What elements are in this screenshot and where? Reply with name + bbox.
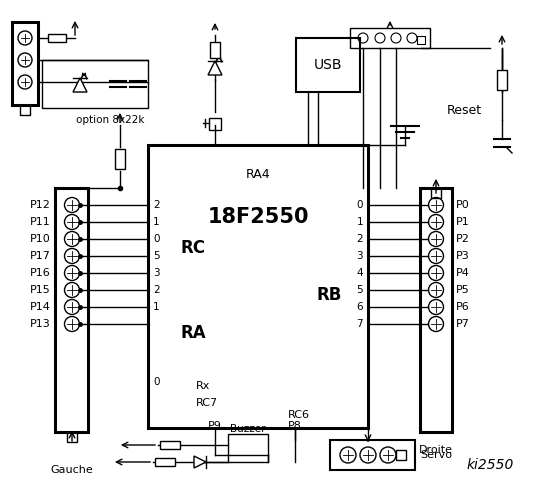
Text: Droite: Droite — [419, 445, 453, 455]
Bar — [160, 441, 180, 449]
Text: 18F2550: 18F2550 — [207, 207, 309, 227]
Text: P2: P2 — [456, 234, 470, 244]
Bar — [155, 458, 175, 466]
Bar — [417, 36, 425, 44]
Text: RC6: RC6 — [288, 410, 310, 420]
Text: Rx: Rx — [196, 381, 210, 391]
Text: Reset: Reset — [447, 104, 482, 117]
Text: P7: P7 — [456, 319, 470, 329]
Bar — [296, 38, 360, 92]
Bar — [42, 60, 148, 108]
Text: 1: 1 — [153, 302, 160, 312]
Text: 1: 1 — [153, 217, 160, 227]
Text: 2: 2 — [356, 234, 363, 244]
Bar — [148, 145, 368, 428]
Bar — [330, 440, 415, 470]
Text: 1: 1 — [356, 217, 363, 227]
Text: P13: P13 — [30, 319, 51, 329]
Text: P10: P10 — [30, 234, 51, 244]
Text: P14: P14 — [30, 302, 51, 312]
Bar — [431, 188, 441, 198]
Text: USB: USB — [314, 58, 342, 72]
Bar — [228, 434, 268, 462]
Text: P3: P3 — [456, 251, 469, 261]
Text: P9: P9 — [208, 421, 222, 431]
Bar — [12, 22, 38, 105]
Text: option 8x22k: option 8x22k — [76, 115, 144, 125]
Text: 5: 5 — [356, 285, 363, 295]
Text: RC: RC — [180, 239, 205, 257]
Polygon shape — [208, 61, 222, 75]
Bar — [48, 34, 66, 42]
Bar — [20, 105, 30, 115]
Text: RA: RA — [180, 324, 206, 342]
Text: 2: 2 — [153, 285, 160, 295]
Text: P6: P6 — [456, 302, 469, 312]
Bar — [67, 432, 77, 442]
Text: 0: 0 — [357, 200, 363, 210]
Text: 6: 6 — [356, 302, 363, 312]
Text: P17: P17 — [30, 251, 51, 261]
Bar — [55, 188, 88, 432]
Text: 0: 0 — [153, 377, 159, 387]
Text: Servo: Servo — [420, 450, 452, 460]
Text: 3: 3 — [153, 268, 160, 278]
Bar — [115, 149, 125, 169]
Text: P5: P5 — [456, 285, 469, 295]
Text: P8: P8 — [288, 421, 302, 431]
Text: 7: 7 — [356, 319, 363, 329]
Text: P15: P15 — [30, 285, 51, 295]
Bar — [210, 42, 220, 58]
Text: P12: P12 — [30, 200, 51, 210]
Text: 3: 3 — [356, 251, 363, 261]
Bar — [350, 28, 430, 48]
Text: ki2550: ki2550 — [466, 458, 514, 472]
Text: P16: P16 — [30, 268, 51, 278]
Text: Buzzer: Buzzer — [230, 424, 266, 434]
Bar — [497, 70, 507, 90]
Text: 2: 2 — [153, 200, 160, 210]
Bar — [209, 118, 221, 130]
Text: 5: 5 — [153, 251, 160, 261]
Text: 0: 0 — [153, 234, 159, 244]
Bar — [420, 188, 452, 432]
Text: RB: RB — [316, 286, 341, 304]
Polygon shape — [73, 78, 87, 92]
Text: 4: 4 — [356, 268, 363, 278]
Text: P11: P11 — [30, 217, 51, 227]
Text: Gauche: Gauche — [51, 465, 93, 475]
Text: RA4: RA4 — [246, 168, 270, 181]
Text: P0: P0 — [456, 200, 469, 210]
Bar — [396, 450, 406, 460]
Text: P4: P4 — [456, 268, 470, 278]
Polygon shape — [194, 456, 206, 468]
Text: P1: P1 — [456, 217, 469, 227]
Text: RC7: RC7 — [196, 398, 218, 408]
